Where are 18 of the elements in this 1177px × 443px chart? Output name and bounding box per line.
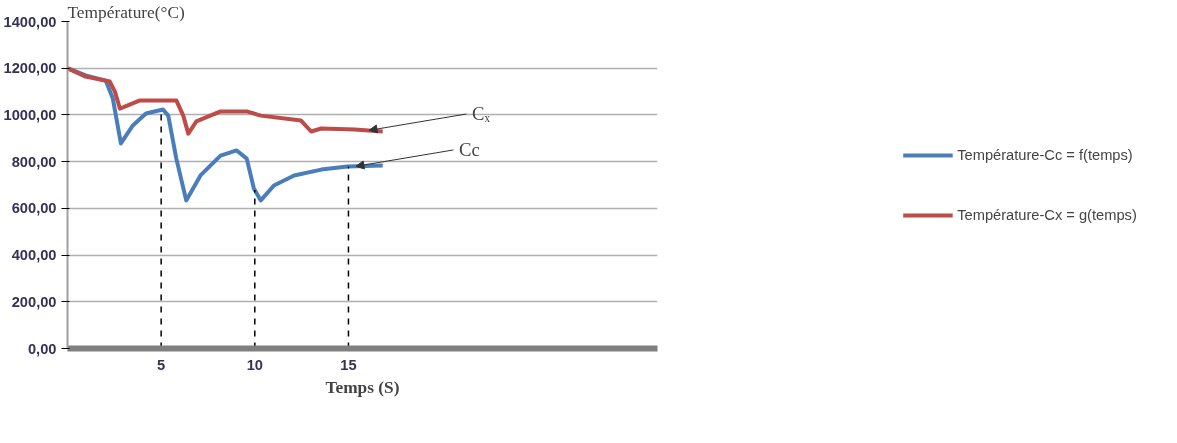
y-tick-label: 400,00 bbox=[11, 247, 57, 264]
y-tick-label: 1200,00 bbox=[3, 60, 57, 77]
line-series bbox=[67, 66, 385, 136]
annotation: Cₓ bbox=[472, 103, 491, 125]
x-tick-label: 10 bbox=[246, 356, 263, 373]
x-axis-title: Temps (S) bbox=[325, 377, 400, 397]
y-tick-label: 600,00 bbox=[11, 200, 57, 217]
x-tick-label: 5 bbox=[157, 356, 166, 373]
legend-label: Température-Cx = g(temps) bbox=[957, 206, 1137, 223]
y-tick-label: 200,00 bbox=[11, 293, 57, 310]
annotation: Cc bbox=[458, 139, 480, 161]
x-tick-label: 15 bbox=[340, 356, 357, 373]
y-axis-title: Température(°C) bbox=[67, 2, 186, 22]
y-tick-label: 1400,00 bbox=[3, 13, 57, 30]
y-tick-label: 800,00 bbox=[11, 153, 57, 170]
y-tick-label: 0,00 bbox=[27, 340, 57, 357]
y-tick-label: 1000,00 bbox=[3, 106, 57, 123]
legend-label: Température-Cc = f(temps) bbox=[957, 146, 1133, 163]
